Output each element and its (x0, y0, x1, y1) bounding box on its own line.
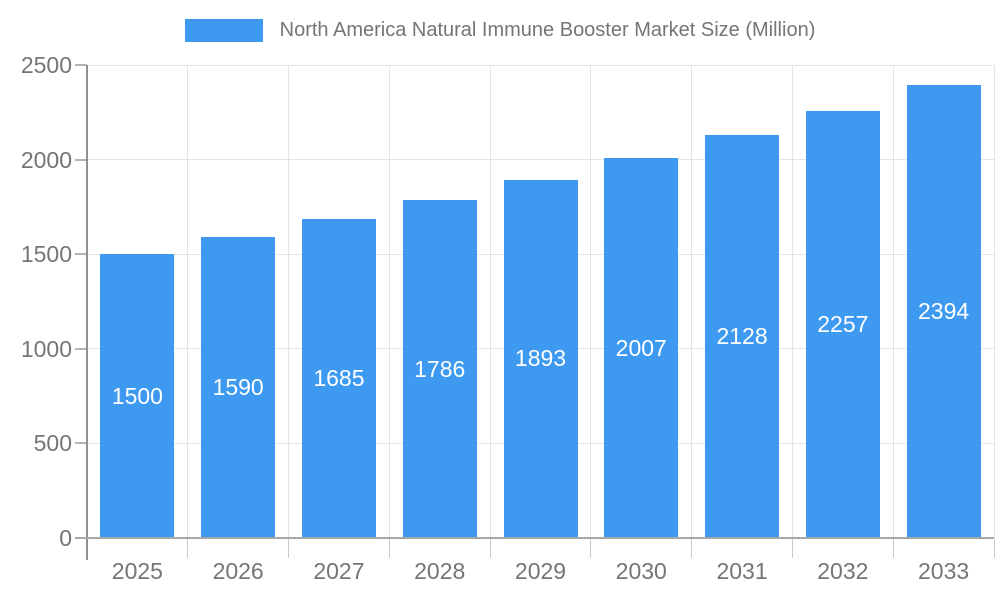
legend-swatch (184, 19, 263, 42)
h-gridline (87, 159, 994, 161)
bar-value-label: 1500 (111, 382, 163, 409)
bar-value-label: 1685 (313, 365, 365, 392)
x-axis-tick (288, 539, 290, 558)
h-gridline (87, 64, 994, 66)
x-axis-label: 2028 (414, 558, 466, 584)
v-gridline (892, 65, 894, 538)
y-axis-line (86, 65, 88, 560)
bar[interactable]: 1893 (503, 179, 578, 538)
v-gridline (590, 65, 592, 538)
bar[interactable]: 2394 (906, 85, 981, 538)
y-axis-label: 2500 (20, 52, 72, 78)
x-axis-tick (187, 539, 189, 558)
v-gridline (993, 65, 995, 538)
x-axis-tick (691, 539, 693, 558)
bar[interactable]: 1786 (402, 200, 477, 538)
bar[interactable]: 2128 (705, 135, 780, 538)
bar[interactable]: 2257 (805, 110, 880, 538)
y-axis-label: 1500 (20, 241, 72, 268)
bar[interactable]: 1685 (301, 219, 376, 538)
legend-label: North America Natural Immune Booster Mar… (279, 19, 816, 41)
legend-item[interactable]: North America Natural Immune Booster Mar… (0, 19, 1000, 42)
y-axis-tick (75, 347, 87, 350)
bar-value-label: 2394 (918, 298, 970, 325)
y-axis-label: 1000 (20, 335, 72, 362)
y-axis-tick (75, 64, 87, 66)
x-axis-label: 2030 (615, 558, 667, 584)
y-axis-tick (75, 158, 87, 161)
v-gridline (187, 65, 189, 538)
v-gridline (489, 65, 491, 538)
bar-value-label: 2128 (716, 323, 768, 350)
x-axis-tick (892, 539, 894, 558)
x-axis-label: 2029 (514, 558, 567, 584)
x-axis-label: 2026 (212, 558, 264, 584)
x-axis-tick (388, 539, 390, 558)
x-axis-label: 2025 (111, 558, 163, 584)
y-axis-tick (75, 442, 87, 445)
y-axis-label: 2000 (20, 146, 72, 173)
bar-value-label: 1786 (414, 355, 466, 382)
bar-value-label: 2257 (817, 310, 869, 337)
x-axis-label: 2033 (918, 558, 970, 584)
bar[interactable]: 1590 (201, 237, 276, 538)
bar-value-label: 2007 (615, 334, 667, 361)
y-axis-tick (75, 253, 87, 256)
x-axis-tick (993, 539, 995, 558)
v-gridline (691, 65, 693, 538)
x-axis-line (75, 537, 994, 539)
y-axis-label: 0 (59, 525, 72, 551)
bar[interactable]: 2007 (604, 158, 679, 538)
v-gridline (388, 65, 390, 538)
v-gridline (791, 65, 793, 538)
x-axis-label: 2032 (817, 558, 869, 584)
bar-value-label: 1893 (514, 345, 567, 372)
x-axis-label: 2027 (313, 558, 365, 584)
x-axis-tick (489, 539, 491, 558)
x-axis-tick (590, 539, 592, 558)
bar-value-label: 1590 (212, 374, 264, 401)
plot-area: 0 500 1000 1500 2000 2500 1500 2025 1590 2026 1685… (21, 52, 995, 584)
y-axis-label: 500 (33, 430, 72, 457)
x-axis-label: 2031 (716, 558, 768, 584)
x-axis-tick (791, 539, 793, 558)
v-gridline (288, 65, 290, 538)
bar[interactable]: 1500 (100, 254, 175, 538)
